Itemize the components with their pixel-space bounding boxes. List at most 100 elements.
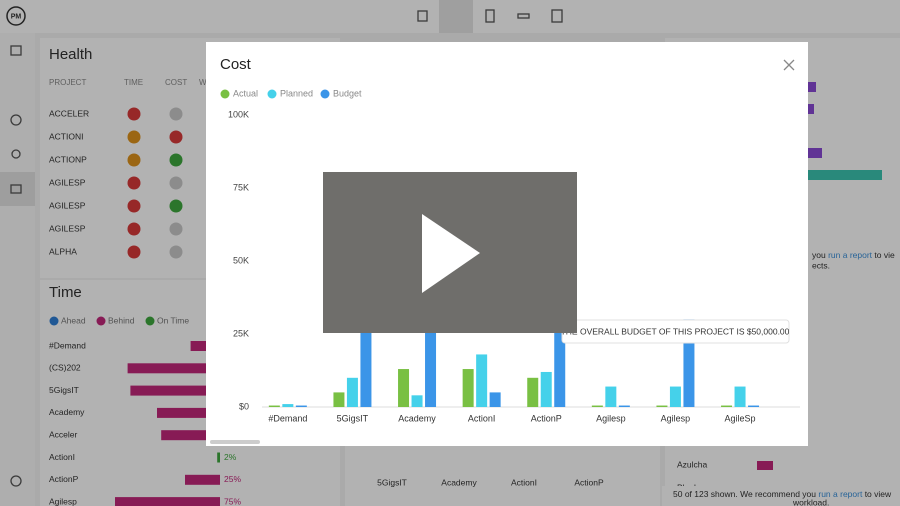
legend-label: Planned (280, 88, 313, 98)
time-bar (161, 430, 220, 441)
bar (527, 377, 539, 407)
chart-label: Academy (441, 477, 477, 487)
x-tick-label: Agilesp (596, 413, 626, 423)
chart-label: ActionI (511, 477, 537, 487)
y-tick-label: 25K (233, 328, 249, 338)
x-tick-label: 5GigsIT (337, 413, 369, 423)
report-link[interactable]: run a report (828, 250, 873, 260)
x-tick-label: AgileSp (725, 413, 756, 423)
bar (462, 369, 474, 407)
y-tick-label: 75K (233, 182, 249, 192)
background-bar (757, 461, 773, 470)
row-name: (CS)202 (49, 363, 81, 373)
clock-icon[interactable] (10, 114, 22, 126)
project-name: AGILESP (49, 200, 86, 210)
play-button[interactable] (422, 214, 480, 293)
cost-status (169, 176, 183, 190)
notice-text: to vie (872, 250, 895, 260)
time-bar (190, 341, 220, 351)
time-status (127, 130, 141, 144)
column-header: PROJECT (49, 78, 86, 87)
cost-status (169, 222, 183, 236)
bar (476, 354, 488, 407)
chart-label: 5GigsIT (377, 477, 407, 487)
notice: workload. (792, 497, 829, 506)
project-name: AGILESP (49, 177, 86, 187)
bar (333, 392, 345, 407)
time-status (127, 107, 141, 121)
scrollbar[interactable] (210, 440, 260, 444)
time-status (127, 199, 141, 213)
y-tick-label: 50K (233, 255, 249, 265)
legend-dot (145, 316, 155, 326)
value-label: 2% (224, 452, 237, 462)
time-bar (127, 363, 220, 374)
bar (591, 405, 603, 407)
column-header: W (199, 78, 207, 87)
background-bar (808, 82, 816, 92)
cost-status (169, 153, 183, 167)
time-status (127, 153, 141, 167)
legend-label: Ahead (61, 315, 86, 325)
people-icon[interactable] (11, 149, 21, 159)
x-tick-label: Agilesp (661, 413, 691, 423)
tool-icon[interactable] (417, 10, 428, 22)
time-status (127, 245, 141, 259)
row-name: Agilesp (49, 496, 77, 506)
notice: you run a report to vie (812, 250, 895, 260)
tool-icon[interactable] (517, 13, 530, 19)
time-bar (130, 385, 220, 396)
logo[interactable] (6, 6, 26, 26)
time-status (127, 222, 141, 236)
briefcase-icon[interactable] (10, 184, 22, 194)
tool-icon[interactable] (485, 9, 495, 23)
sidebar-active[interactable] (0, 172, 35, 206)
bar (489, 392, 501, 407)
bar (295, 405, 307, 407)
notice-text: to view (862, 489, 892, 499)
time-bar (217, 452, 220, 463)
time-title: Time (49, 284, 82, 301)
background-bar (808, 148, 822, 158)
bar (398, 369, 410, 407)
notice: 50 of 123 shown. We recommend you run a … (673, 489, 892, 499)
health-title: Health (49, 46, 92, 63)
project-name: ACCELER (49, 108, 89, 118)
home-icon[interactable] (10, 45, 22, 56)
logo-text: PM (11, 13, 22, 20)
x-tick-label: ActionI (468, 413, 496, 423)
bar (683, 319, 695, 407)
project-name: ACTIONI (49, 131, 83, 141)
notice-text: you (812, 250, 828, 260)
legend-label: Behind (108, 315, 135, 325)
notice-text: 50 of 123 shown. We recommend you (673, 489, 818, 499)
time-bar (185, 474, 220, 485)
bar (540, 371, 552, 407)
row-name: 5GigsIT (49, 385, 79, 395)
project-name: AGILESP (49, 223, 86, 233)
legend-dot (220, 89, 230, 99)
toolbar-active[interactable] (439, 0, 473, 33)
y-tick-label: $0 (239, 401, 249, 411)
x-tick-label: #Demand (268, 413, 307, 423)
bar (360, 261, 372, 407)
bar (618, 405, 630, 407)
x-tick-label: Academy (398, 413, 436, 423)
cost-status (169, 130, 183, 144)
cost-status (169, 199, 183, 213)
legend-label: Budget (333, 88, 362, 98)
cost-status (169, 245, 183, 259)
report-link[interactable]: run a report (818, 489, 863, 499)
chart-label: ActionP (574, 477, 604, 487)
bar (721, 405, 733, 407)
sidebar (0, 33, 35, 506)
background-bar (808, 170, 882, 180)
row-name: ActionI (49, 452, 75, 462)
tool-icon[interactable] (551, 9, 563, 23)
legend-label: Actual (233, 88, 258, 98)
close-button[interactable] (783, 59, 795, 71)
bar (554, 261, 566, 407)
help-icon[interactable] (10, 475, 22, 487)
